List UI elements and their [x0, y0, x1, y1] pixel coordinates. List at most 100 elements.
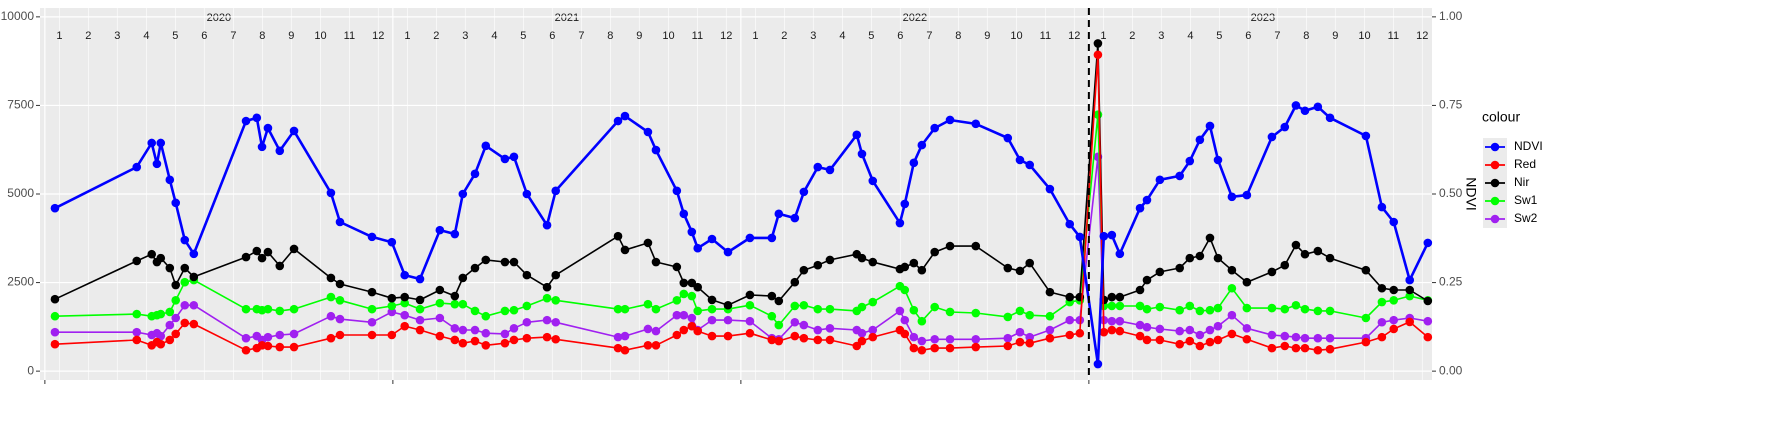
- month-label: 2: [85, 30, 91, 42]
- point: [171, 329, 181, 339]
- point: [1389, 315, 1399, 325]
- point: [1065, 315, 1075, 325]
- point: [1015, 327, 1025, 337]
- point: [945, 241, 955, 251]
- point: [790, 277, 800, 287]
- point: [1093, 50, 1103, 60]
- point: [930, 334, 940, 344]
- point: [693, 282, 703, 292]
- point: [613, 332, 623, 342]
- legend-dot: [1490, 142, 1500, 152]
- point: [335, 279, 345, 289]
- point: [1093, 39, 1103, 48]
- point: [1405, 291, 1415, 301]
- point: [180, 300, 190, 310]
- point: [1075, 315, 1085, 325]
- point: [1065, 330, 1075, 340]
- point: [1135, 301, 1145, 311]
- month-label: 2: [781, 30, 787, 42]
- point: [171, 313, 181, 323]
- point: [620, 345, 630, 355]
- point: [917, 140, 927, 150]
- point: [693, 306, 703, 316]
- point: [542, 220, 552, 230]
- point: [672, 330, 682, 340]
- point: [651, 326, 661, 336]
- month-label: 7: [926, 30, 932, 42]
- point: [1195, 341, 1205, 351]
- point: [481, 340, 491, 350]
- point: [1115, 292, 1125, 302]
- point: [470, 263, 480, 273]
- point: [435, 298, 445, 308]
- point: [542, 293, 552, 303]
- point: [387, 330, 397, 340]
- point: [745, 233, 755, 243]
- point: [909, 305, 919, 315]
- point: [470, 325, 480, 335]
- point: [132, 162, 142, 172]
- point: [1195, 330, 1205, 340]
- point: [799, 320, 809, 330]
- point: [1291, 101, 1301, 110]
- point: [335, 295, 345, 305]
- month-label: 2: [433, 30, 439, 42]
- year-label: 2023: [1251, 12, 1275, 24]
- point: [613, 116, 623, 126]
- y-tick-label: 7500: [7, 98, 34, 112]
- point: [257, 253, 267, 263]
- point: [1099, 327, 1109, 337]
- point: [1280, 304, 1290, 314]
- point: [687, 313, 697, 323]
- point: [1107, 292, 1117, 302]
- point: [551, 317, 561, 327]
- point: [400, 298, 410, 308]
- point: [1389, 295, 1399, 305]
- point: [522, 317, 532, 327]
- point: [790, 317, 800, 327]
- point: [1025, 310, 1035, 320]
- point: [542, 282, 552, 292]
- point: [620, 331, 630, 341]
- point: [1242, 303, 1252, 313]
- month-label: 7: [230, 30, 236, 42]
- point: [693, 326, 703, 336]
- point: [909, 343, 919, 353]
- point: [551, 334, 561, 344]
- point: [180, 318, 190, 328]
- point: [147, 249, 157, 259]
- point: [180, 235, 190, 245]
- point: [679, 209, 689, 219]
- point: [687, 321, 697, 331]
- point: [900, 262, 910, 272]
- point: [745, 300, 755, 310]
- legend-label: Sw2: [1514, 211, 1538, 225]
- point: [1185, 336, 1195, 346]
- point: [1142, 304, 1152, 314]
- point: [458, 338, 468, 348]
- point: [1361, 313, 1371, 323]
- legend-label: Sw1: [1514, 193, 1538, 207]
- point: [945, 343, 955, 353]
- point: [971, 119, 981, 129]
- point: [289, 342, 299, 352]
- point: [1099, 231, 1109, 241]
- point: [825, 165, 835, 175]
- point: [1227, 265, 1237, 275]
- month-label: 6: [897, 30, 903, 42]
- point: [917, 265, 927, 275]
- point: [1423, 332, 1433, 342]
- legend-label: NDVI: [1514, 139, 1543, 153]
- point: [500, 306, 510, 316]
- point: [1213, 303, 1223, 313]
- point: [672, 310, 682, 320]
- y-tick-label: 10000: [1, 9, 35, 23]
- month-label: 10: [1358, 30, 1370, 42]
- point: [180, 263, 190, 273]
- point: [745, 316, 755, 326]
- point: [1227, 283, 1237, 293]
- point: [643, 299, 653, 309]
- point: [643, 127, 653, 137]
- point: [868, 325, 878, 335]
- point: [1195, 306, 1205, 316]
